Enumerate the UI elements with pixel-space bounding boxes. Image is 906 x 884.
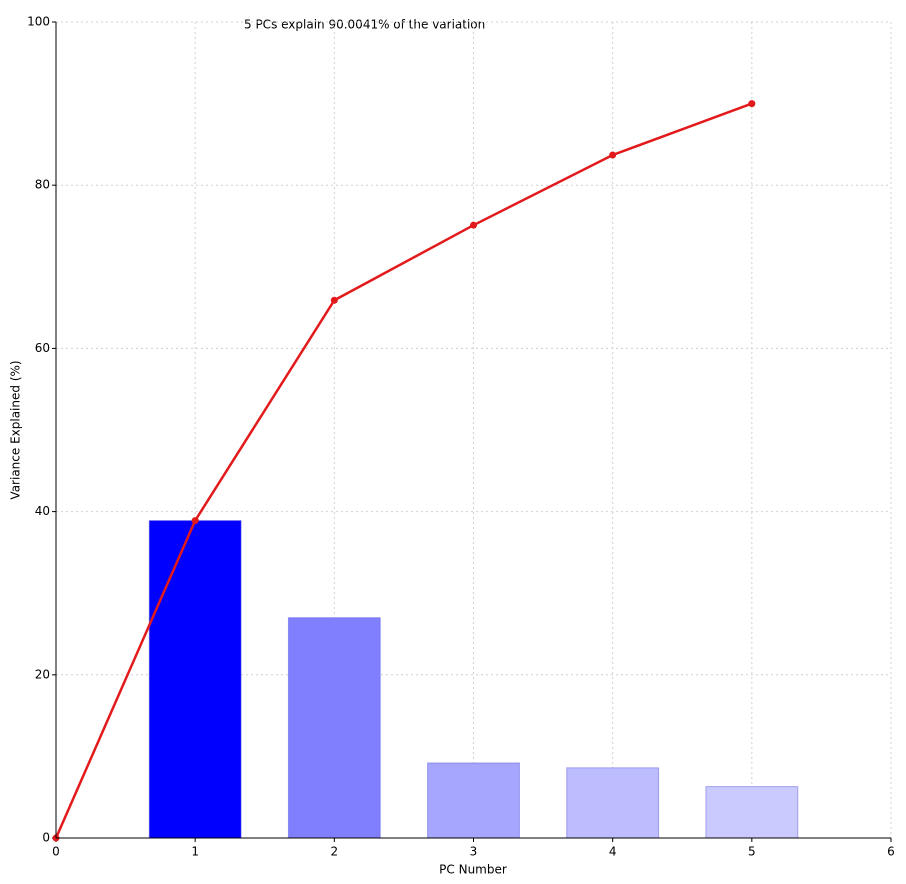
cumulative-point: [609, 151, 617, 159]
bar: [566, 767, 660, 839]
cumulative-point: [330, 296, 338, 304]
bar: [287, 617, 381, 839]
x-tick-label: 2: [331, 845, 339, 859]
bar: [148, 520, 242, 839]
y-tick-label: 0: [42, 831, 50, 845]
y-tick-label: 60: [35, 341, 50, 355]
annotation: 5 PCs explain 90.0041% of the variation: [244, 18, 485, 32]
x-tick-label: 1: [191, 845, 199, 859]
y-tick-label: 20: [35, 667, 50, 681]
bar: [705, 786, 799, 839]
bar: [427, 762, 520, 839]
y-tick-label: 80: [35, 178, 50, 192]
cumulative-point: [748, 100, 756, 108]
x-axis-label: PC Number: [439, 863, 507, 877]
y-axis-label: Variance Explained (%): [9, 360, 23, 499]
cumulative-line: [54, 102, 753, 839]
x-tick-label: 5: [748, 845, 756, 859]
y-tick-label: 100: [27, 15, 50, 29]
x-tick-label: 3: [470, 845, 478, 859]
y-tick-label: 40: [35, 504, 50, 518]
cumulative-point: [191, 517, 199, 525]
x-tick-label: 4: [609, 845, 617, 859]
x-tick-label: 0: [52, 845, 60, 859]
cumulative-point: [470, 221, 477, 229]
x-tick-label: 6: [887, 845, 895, 859]
